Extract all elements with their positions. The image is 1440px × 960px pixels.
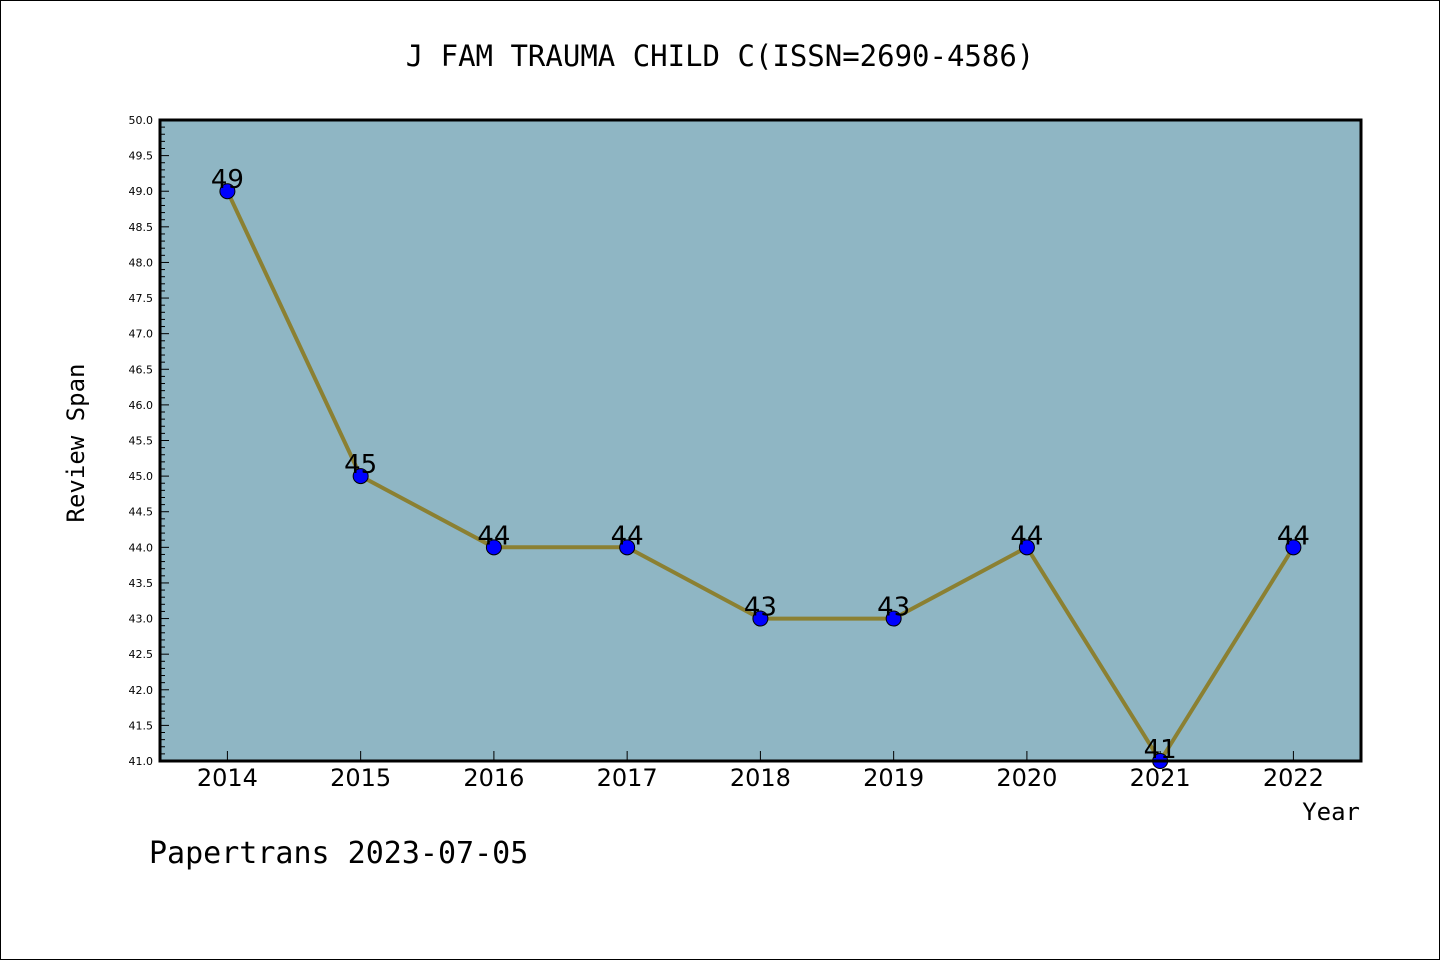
data-label: 44 [1277,521,1310,551]
y-tick-label: 44.5 [129,506,154,519]
y-tick-label: 47.0 [129,328,154,341]
y-tick-label: 41.5 [129,719,154,732]
y-tick-label: 49.0 [129,185,154,198]
y-tick-label: 46.0 [129,399,154,412]
x-tick-label: 2019 [863,764,924,792]
y-axis: 41.0 41.5 42.0 42.5 43.0 43.5 44.0 44.5 45.0 45.5… [129,114,169,768]
data-point [885,610,902,627]
data-point [352,468,369,485]
y-tick-label: 48.5 [129,221,154,234]
data-label: 43 [877,593,910,623]
y-tick-label: 45.0 [129,470,154,483]
y-tick-label: 42.0 [129,684,154,697]
plot-area [160,120,1361,761]
data-point [1018,539,1035,556]
data-label: 44 [1010,521,1043,551]
y-tick-label: 43.0 [129,613,154,626]
data-label: 44 [477,521,510,551]
y-tick-label: 48.0 [129,256,154,269]
y-tick-label: 46.5 [129,363,154,376]
x-axis: 2014 2015 2016 2017 2018 2019 2020 2021 2022 [197,751,1324,792]
y-tick-label: 41.0 [129,755,154,768]
data-point [752,610,769,627]
data-label: 44 [611,521,644,551]
x-axis-label: Year [1302,798,1360,826]
y-tick-label: 43.5 [129,577,154,590]
x-tick-label: 2017 [597,764,658,792]
y-axis-label: Review Span [62,364,90,523]
y-tick-label: 49.5 [129,150,154,163]
plot-border [158,118,1363,763]
data-point [1285,539,1302,556]
x-tick-label: 2020 [996,764,1057,792]
y-tick-label: 42.5 [129,648,154,661]
data-markers [219,183,1302,769]
chart-title: J FAM TRAUMA CHILD C(ISSN=2690-4586) [406,39,1035,73]
data-label: 45 [344,450,377,480]
x-tick-label: 2016 [463,764,524,792]
watermark-text: Papertrans 2023-07-05 [149,836,528,871]
x-tick-label: 2015 [330,764,391,792]
x-tick-label: 2014 [197,764,258,792]
x-tick-label: 2018 [730,764,791,792]
data-label: 49 [211,165,244,195]
data-point [619,539,636,556]
x-tick-label: 2022 [1263,764,1324,792]
y-tick-label: 44.0 [129,541,154,554]
y-tick-label: 47.5 [129,292,154,305]
data-point [485,539,502,556]
y-tick-label: 50.0 [129,114,154,127]
data-point [219,183,236,200]
data-label: 43 [744,593,777,623]
y-tick-label: 45.5 [129,435,154,448]
